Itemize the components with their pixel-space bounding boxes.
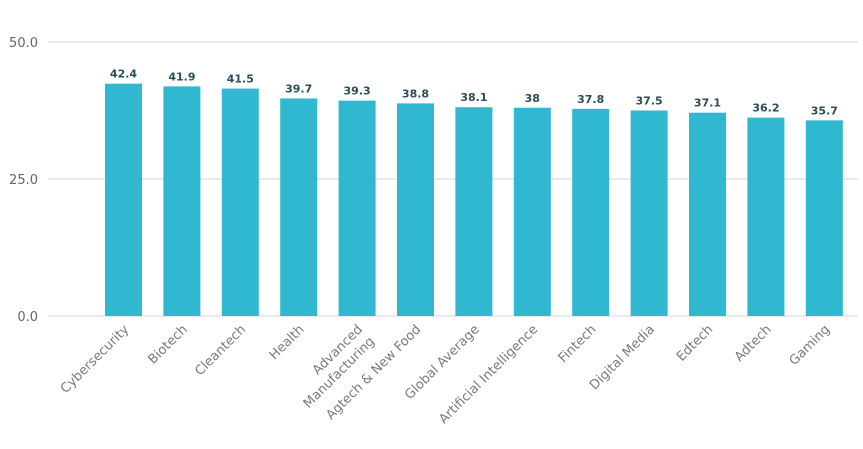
x-tick-label: Cleantech xyxy=(192,322,249,379)
x-tick-label: Fintech xyxy=(556,322,600,366)
x-tick-label: Gaming xyxy=(787,322,834,369)
bar xyxy=(397,103,434,316)
data-label: 39.7 xyxy=(285,82,312,95)
data-label: 41.5 xyxy=(227,73,254,86)
bar xyxy=(513,107,551,316)
bar xyxy=(105,83,142,316)
bar xyxy=(221,88,259,316)
data-label: 37.1 xyxy=(694,97,721,110)
data-label: 41.9 xyxy=(168,70,195,83)
data-label: 35.7 xyxy=(811,104,838,117)
y-tick-label: 25.0 xyxy=(9,173,38,188)
x-tick-label: Artificial Intelligence xyxy=(436,322,541,427)
y-tick-label: 50.0 xyxy=(9,36,38,51)
bar xyxy=(455,107,493,316)
blank-box xyxy=(57,3,109,27)
x-tick-label: Biotech xyxy=(145,322,190,367)
x-tick-label: Cybersecurity xyxy=(58,322,133,397)
y-tick-label: 0.0 xyxy=(17,310,38,325)
data-label: 37.5 xyxy=(636,95,663,108)
bar xyxy=(280,98,318,316)
data-label: 38.1 xyxy=(460,91,487,104)
data-label: 39.3 xyxy=(344,85,371,98)
data-label: 42.4 xyxy=(110,68,137,81)
bar xyxy=(747,117,785,317)
bar xyxy=(163,86,201,316)
bar xyxy=(572,108,610,316)
data-label: 38.8 xyxy=(402,87,429,100)
bar xyxy=(805,120,843,316)
data-label: 38 xyxy=(525,92,540,105)
bar xyxy=(338,100,376,316)
x-tick-label: Health xyxy=(267,322,308,363)
x-tick-label: Adtech xyxy=(732,322,775,365)
data-label: 37.8 xyxy=(577,93,604,106)
data-label: 36.2 xyxy=(752,102,779,115)
bar xyxy=(630,110,668,316)
bar xyxy=(689,112,726,316)
x-tick-label: Edtech xyxy=(674,322,716,364)
